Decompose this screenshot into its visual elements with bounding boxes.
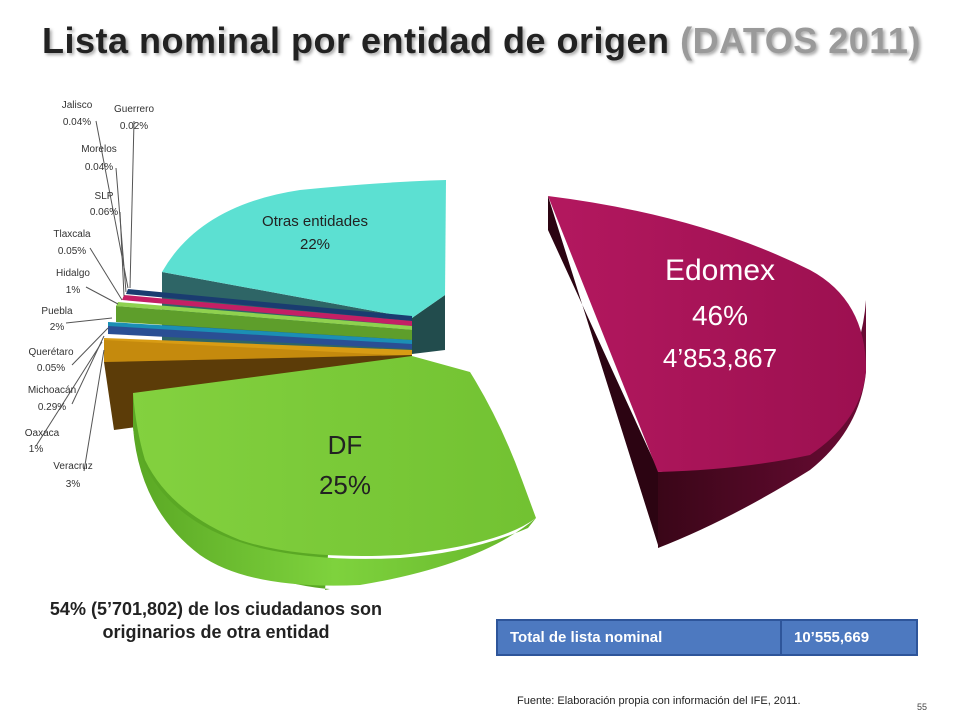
label-michoacan-name: Michoacán (28, 385, 76, 396)
label-queretaro-name: Querétaro (28, 347, 73, 358)
source-note: Fuente: Elaboración propia con informaci… (517, 695, 801, 707)
title-main: Lista nominal por entidad de origen (42, 20, 670, 61)
label-edomex-name: Edomex (665, 254, 775, 287)
page-title: Lista nominal por entidad de origen (DAT… (42, 20, 942, 62)
label-otras-name: Otras entidades (262, 213, 368, 230)
slice-small-stack (108, 289, 412, 349)
label-slp-name: SLP (95, 191, 114, 202)
label-oaxaca-name: Oaxaca (25, 428, 60, 439)
label-jalisco-name: Jalisco (62, 100, 93, 111)
label-guerrero-pct: 0.02% (120, 121, 148, 132)
leader-lines (35, 120, 135, 472)
label-tlaxcala-pct: 0.05% (58, 246, 86, 257)
slice-oaxaca (104, 338, 412, 362)
label-jalisco-pct: 0.04% (63, 117, 91, 128)
label-df-name: DF (328, 430, 363, 460)
label-hidalgo-name: Hidalgo (56, 268, 90, 279)
label-morelos-name: Morelos (81, 144, 117, 155)
label-guerrero-name: Guerrero (114, 104, 154, 115)
title-paren: (DATOS 2011) (680, 20, 921, 61)
label-veracruz-pct: 3% (66, 479, 81, 490)
label-queretaro-pct: 0.05% (37, 363, 65, 374)
label-michoacan-pct: 0.29% (38, 402, 66, 413)
slice-edomex (548, 196, 866, 548)
label-df-pct: 25% (319, 470, 371, 500)
label-tlaxcala-name: Tlaxcala (53, 229, 91, 240)
total-label: Total de lista nominal (496, 619, 782, 656)
total-table: Total de lista nominal 10’555,669 (496, 619, 918, 656)
label-edomex-pct: 46% (692, 300, 748, 331)
label-otras-pct: 22% (300, 236, 330, 253)
page-number: 55 (917, 702, 928, 712)
slice-df (133, 356, 536, 590)
note-text: 54% (5’701,802) de los ciudadanos son or… (49, 599, 383, 642)
label-puebla-name: Puebla (41, 306, 73, 317)
label-slp-pct: 0.06% (90, 207, 118, 218)
label-puebla-pct: 2% (50, 322, 65, 333)
total-value: 10’555,669 (780, 619, 918, 656)
label-edomex-extra: 4’853,867 (663, 343, 777, 373)
label-morelos-pct: 0.04% (85, 162, 113, 173)
label-veracruz-name: Veracruz (53, 461, 92, 472)
label-oaxaca-pct: 1% (29, 444, 44, 455)
label-hidalgo-pct: 1% (66, 285, 81, 296)
